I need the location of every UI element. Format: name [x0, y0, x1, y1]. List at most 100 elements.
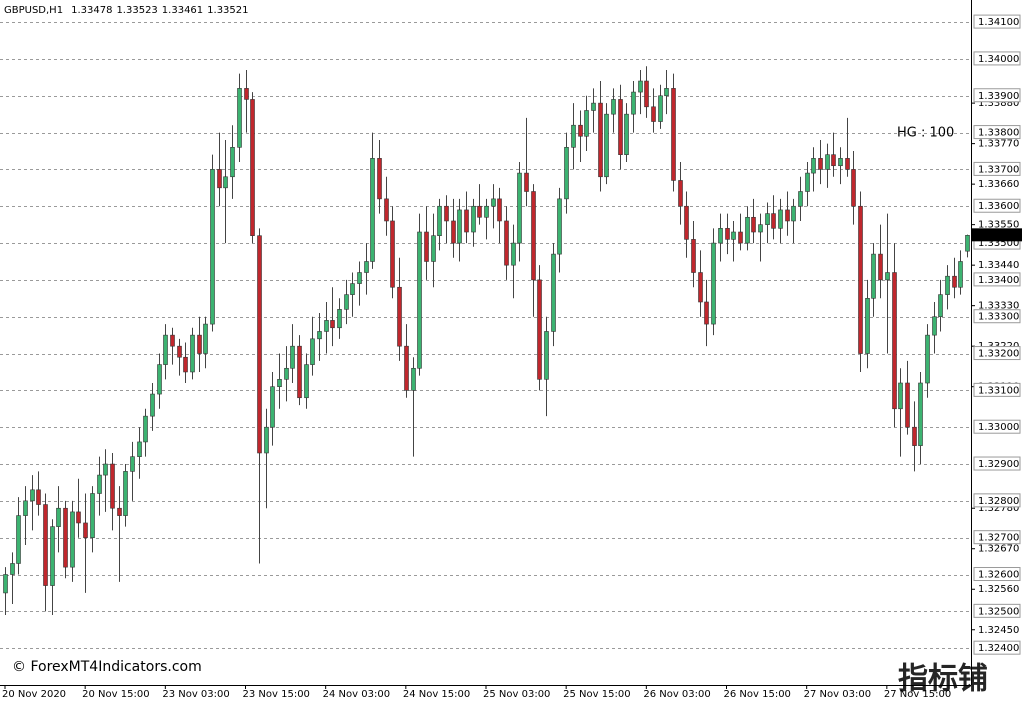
candle-body: [304, 364, 309, 399]
candle-body: [110, 463, 115, 509]
candle-body: [638, 80, 643, 93]
candle-body: [497, 198, 502, 222]
level-label: 1.34000: [978, 54, 1019, 65]
candle-body: [618, 99, 623, 155]
candle-body: [444, 205, 449, 222]
candle-body: [745, 216, 750, 244]
candle-body: [411, 367, 416, 391]
candle-body: [177, 345, 182, 358]
candle-body: [344, 294, 349, 310]
level-box: [973, 493, 1021, 508]
candle-body: [264, 426, 269, 454]
candle-body: [284, 367, 289, 380]
level-box: [973, 272, 1021, 287]
level-box: [973, 382, 1021, 397]
candle-body: [97, 474, 102, 494]
level-label: 1.32600: [978, 570, 1019, 581]
candle-body: [310, 338, 315, 365]
candle-body: [958, 261, 963, 288]
candle-body: [63, 507, 68, 568]
candle-body: [818, 158, 823, 170]
candle-body: [604, 113, 609, 178]
candle-body: [297, 345, 302, 399]
candle-body: [223, 176, 228, 189]
candle-body: [611, 99, 616, 115]
y-tick-label: 1.32560: [978, 584, 1019, 595]
candle-body: [83, 522, 88, 538]
level-box: [973, 530, 1021, 545]
candle-body: [691, 239, 696, 273]
candle-body: [350, 283, 355, 295]
candle-body: [56, 507, 61, 527]
candle-body: [123, 471, 128, 516]
candle-body: [511, 242, 516, 266]
candle-body: [437, 205, 442, 236]
candle-body: [598, 102, 603, 178]
level-label: 1.33800: [978, 128, 1019, 139]
candle-body: [631, 91, 636, 115]
candle-body: [584, 110, 589, 137]
candle-body: [197, 334, 202, 354]
x-tick-label: 23 Nov 03:00: [162, 689, 229, 700]
candle-body: [417, 231, 422, 369]
level-box: [973, 419, 1021, 434]
candle-body: [36, 489, 41, 505]
candle-body: [898, 382, 903, 410]
candle-body: [477, 205, 482, 218]
candle-body: [952, 275, 957, 288]
candle-body: [811, 158, 816, 174]
chart-title: GBPUSD,H1: [4, 5, 63, 16]
candle-body: [725, 228, 730, 240]
current-price-box: [972, 228, 1022, 242]
level-box: [973, 456, 1021, 471]
candle-body: [918, 382, 923, 446]
candle-body: [390, 220, 395, 288]
candle-body: [731, 231, 736, 240]
candle-body: [190, 334, 195, 373]
level-box: [973, 603, 1021, 618]
candle-body: [858, 205, 863, 354]
candle-body: [785, 209, 790, 222]
candle-body: [945, 275, 950, 295]
watermark: © ForexMT4Indicators.com: [12, 659, 202, 675]
candle-body: [838, 158, 843, 167]
candle-body: [217, 169, 222, 189]
x-tick-label: 27 Nov 03:00: [804, 689, 871, 700]
candle-body: [210, 169, 215, 325]
candle-body: [778, 209, 783, 229]
logo: 指标铺: [898, 662, 988, 697]
candle-body: [932, 316, 937, 336]
candle-body: [851, 169, 856, 207]
level-label: 1.33900: [978, 91, 1019, 102]
candle-body: [831, 154, 836, 167]
candle-body: [270, 386, 275, 428]
level-box: [973, 640, 1021, 655]
x-tick-label: 25 Nov 15:00: [563, 689, 630, 700]
candle-body: [290, 345, 295, 369]
candle-body: [103, 463, 108, 476]
level-label: 1.33500: [978, 238, 1019, 249]
candle-body: [711, 242, 716, 325]
level-label: 1.33700: [978, 164, 1019, 175]
candle-body: [324, 320, 329, 332]
candle-body: [557, 198, 562, 255]
y-tick-label: 1.32670: [978, 544, 1019, 555]
candle-body: [644, 80, 649, 108]
candle-body: [404, 345, 409, 391]
candle-body: [397, 286, 402, 347]
candle-body: [825, 154, 830, 170]
x-tick-label: 20 Nov 15:00: [82, 689, 149, 700]
candle-body: [337, 309, 342, 329]
candle-body: [845, 158, 850, 170]
candle-body: [30, 489, 35, 502]
candle-body: [277, 379, 282, 387]
level-label: 1.33600: [978, 201, 1019, 212]
y-tick-label: 1.33550: [978, 220, 1019, 231]
candle-body: [664, 88, 669, 97]
candle-body: [771, 213, 776, 229]
candle-body: [3, 574, 8, 594]
candle-body: [451, 220, 456, 244]
candle-body: [578, 124, 583, 137]
level-label: 1.32500: [978, 606, 1019, 617]
